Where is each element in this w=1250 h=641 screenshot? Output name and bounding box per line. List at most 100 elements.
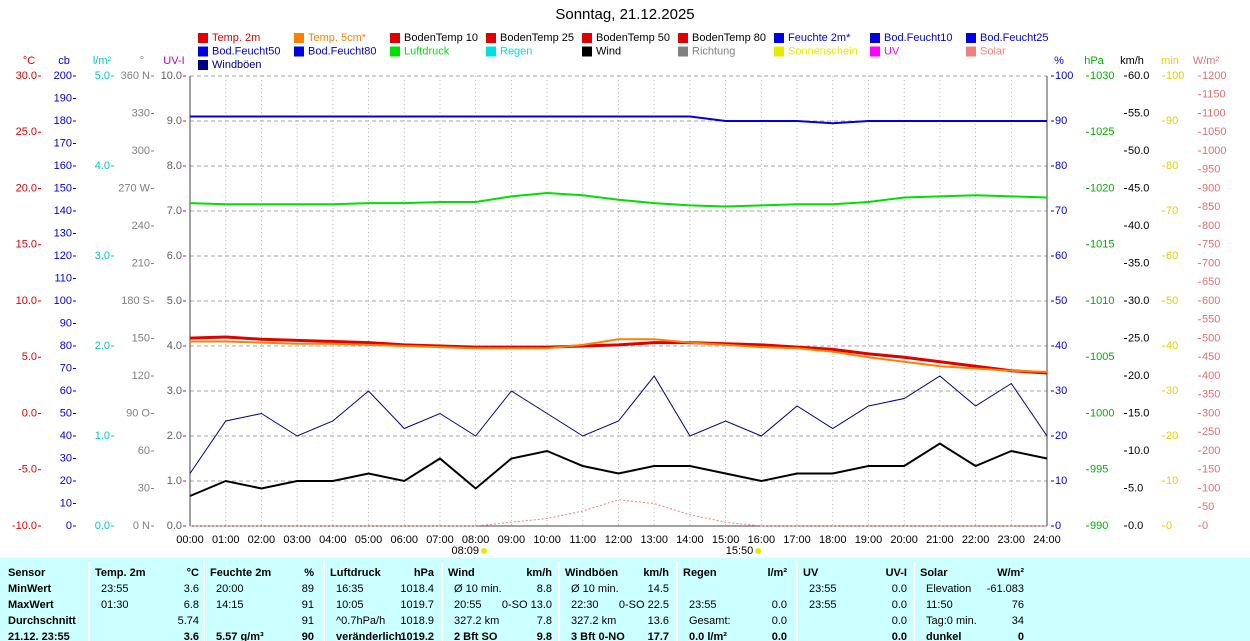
tick-label: 1.0 bbox=[167, 475, 182, 487]
table-cell: 14.5 bbox=[648, 583, 669, 595]
table-cell: 0.0 bbox=[892, 583, 907, 595]
table-header: Feuchte 2m bbox=[210, 567, 271, 579]
axis-title: km/h bbox=[1120, 55, 1144, 67]
tick-label: 850 bbox=[1202, 201, 1220, 213]
tick-label: 10.0 bbox=[16, 295, 37, 307]
series-line bbox=[189, 191, 1048, 208]
tick-label: 0 bbox=[1055, 520, 1061, 532]
legend-label: Solar bbox=[980, 45, 1006, 57]
sun-label: 08:09 bbox=[451, 545, 479, 557]
table-header: km/h bbox=[643, 567, 669, 579]
legend-label: Regen bbox=[500, 45, 532, 57]
table-cell: 34 bbox=[1012, 615, 1024, 627]
tick-label: 990 bbox=[1090, 520, 1108, 532]
table-header: Solar bbox=[920, 567, 948, 579]
tick-label: 650 bbox=[1202, 276, 1220, 288]
table-header: °C bbox=[187, 567, 199, 579]
tick-label: 80 bbox=[60, 340, 72, 352]
tick-label: 70 bbox=[1055, 205, 1067, 217]
legend-swatch bbox=[390, 46, 400, 57]
tick-label: 6.0 bbox=[167, 250, 182, 262]
table-cell: 0.0 bbox=[892, 631, 907, 641]
tick-label: 120 bbox=[54, 250, 72, 262]
series-line bbox=[189, 335, 1048, 375]
tick-label: 30.0 bbox=[1128, 295, 1149, 307]
tick-label: 450 bbox=[1202, 351, 1220, 363]
tick-label: 9.0 bbox=[167, 115, 182, 127]
tick-label: 30 bbox=[60, 452, 72, 464]
x-tick-label: 02:00 bbox=[248, 534, 276, 546]
x-tick-label: 00:00 bbox=[176, 534, 204, 546]
tick-label: 0.0 bbox=[22, 407, 37, 419]
tick-label: 90 bbox=[60, 317, 72, 329]
tick-label: 200 bbox=[1202, 445, 1220, 457]
tick-label: 50 bbox=[1202, 501, 1214, 513]
tick-label: 1050 bbox=[1202, 126, 1226, 138]
tick-label: 30.0 bbox=[16, 70, 37, 82]
tick-label: 25.0 bbox=[16, 126, 37, 138]
tick-label: 60 bbox=[1055, 250, 1067, 262]
tick-label: 700 bbox=[1202, 257, 1220, 269]
tick-label: 55.0 bbox=[1128, 107, 1149, 119]
x-tick-label: 19:00 bbox=[855, 534, 883, 546]
tick-label: -10.0 bbox=[12, 520, 37, 532]
tick-label: 110 bbox=[54, 272, 72, 284]
tick-label: -5.0 bbox=[18, 464, 37, 476]
x-tick-label: 03:00 bbox=[283, 534, 311, 546]
tick-label: 240 bbox=[132, 220, 150, 232]
table-cell: 9.8 bbox=[537, 631, 552, 641]
axis-title: l/m² bbox=[93, 55, 112, 67]
legend-swatch bbox=[582, 33, 592, 43]
tick-label: 5.0 bbox=[167, 295, 182, 307]
x-tick-label: 01:00 bbox=[212, 534, 240, 546]
tick-label: 1150 bbox=[1202, 89, 1226, 101]
tick-label: 50.0 bbox=[1128, 145, 1149, 157]
tick-label: 950 bbox=[1202, 164, 1220, 176]
table-cell: 10:05 bbox=[336, 599, 364, 611]
series-line bbox=[190, 338, 1048, 373]
tick-label: 4.0 bbox=[95, 160, 110, 172]
tick-label: 40 bbox=[1055, 340, 1067, 352]
legend-label: Temp. 2m bbox=[212, 32, 260, 44]
x-tick-label: 05:00 bbox=[355, 534, 383, 546]
table-cell: 16:35 bbox=[336, 583, 364, 595]
table-cell: 89 bbox=[302, 583, 314, 595]
table-cell: 0.0 bbox=[892, 615, 907, 627]
table-cell: 5.57 g/m³ bbox=[216, 631, 264, 641]
tick-label: 3.0 bbox=[95, 250, 110, 262]
legend-label: Bod.Feucht25 bbox=[980, 32, 1049, 44]
table-cell: 23:55 bbox=[809, 583, 837, 595]
tick-label: 60 bbox=[138, 445, 150, 457]
axis-title: UV-I bbox=[163, 55, 184, 67]
legend-swatch bbox=[294, 46, 304, 57]
legend-swatch bbox=[774, 46, 784, 57]
legend-label: Feuchte 2m* bbox=[788, 32, 851, 44]
tick-label: 60 bbox=[60, 385, 72, 397]
axis-title: % bbox=[1054, 55, 1064, 67]
table-cell: 23:55 bbox=[809, 599, 837, 611]
legend-swatch bbox=[678, 46, 688, 57]
tick-label: 0 bbox=[1166, 520, 1172, 532]
tick-label: 100 bbox=[54, 295, 72, 307]
tick-label: 40 bbox=[60, 430, 72, 442]
table-cell: dunkel bbox=[926, 631, 961, 641]
table-cell: 3.6 bbox=[184, 583, 199, 595]
legend-label: Bod.Feucht10 bbox=[884, 32, 953, 44]
table-cell: 3.6 bbox=[184, 631, 199, 641]
row-label: Durchschnitt bbox=[8, 615, 76, 627]
tick-label: 60.0 bbox=[1128, 70, 1149, 82]
table-cell: Elevation bbox=[926, 583, 971, 595]
tick-label: 995 bbox=[1090, 464, 1108, 476]
table-cell: 327.2 km bbox=[454, 615, 499, 627]
series-line bbox=[189, 442, 1048, 497]
tick-label: 40 bbox=[1166, 340, 1178, 352]
table-cell: 2 Bft SO bbox=[454, 631, 498, 641]
tick-label: 20 bbox=[1166, 430, 1178, 442]
table-cell: 1018.9 bbox=[400, 615, 434, 627]
x-tick-label: 13:00 bbox=[640, 534, 668, 546]
table-cell: 14:15 bbox=[216, 599, 244, 611]
table-cell: 0-SO 13.0 bbox=[502, 599, 552, 611]
table-header: Windböen bbox=[565, 567, 618, 579]
tick-label: 7.0 bbox=[167, 205, 182, 217]
legend-label: Richtung bbox=[692, 45, 735, 57]
